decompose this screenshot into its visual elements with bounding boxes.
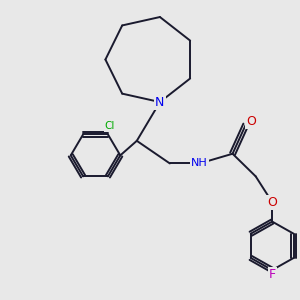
Text: Cl: Cl bbox=[104, 121, 115, 131]
Text: N: N bbox=[155, 96, 165, 109]
Text: O: O bbox=[246, 115, 256, 128]
Text: NH: NH bbox=[191, 158, 208, 168]
Text: O: O bbox=[267, 196, 277, 209]
Text: F: F bbox=[268, 268, 276, 281]
